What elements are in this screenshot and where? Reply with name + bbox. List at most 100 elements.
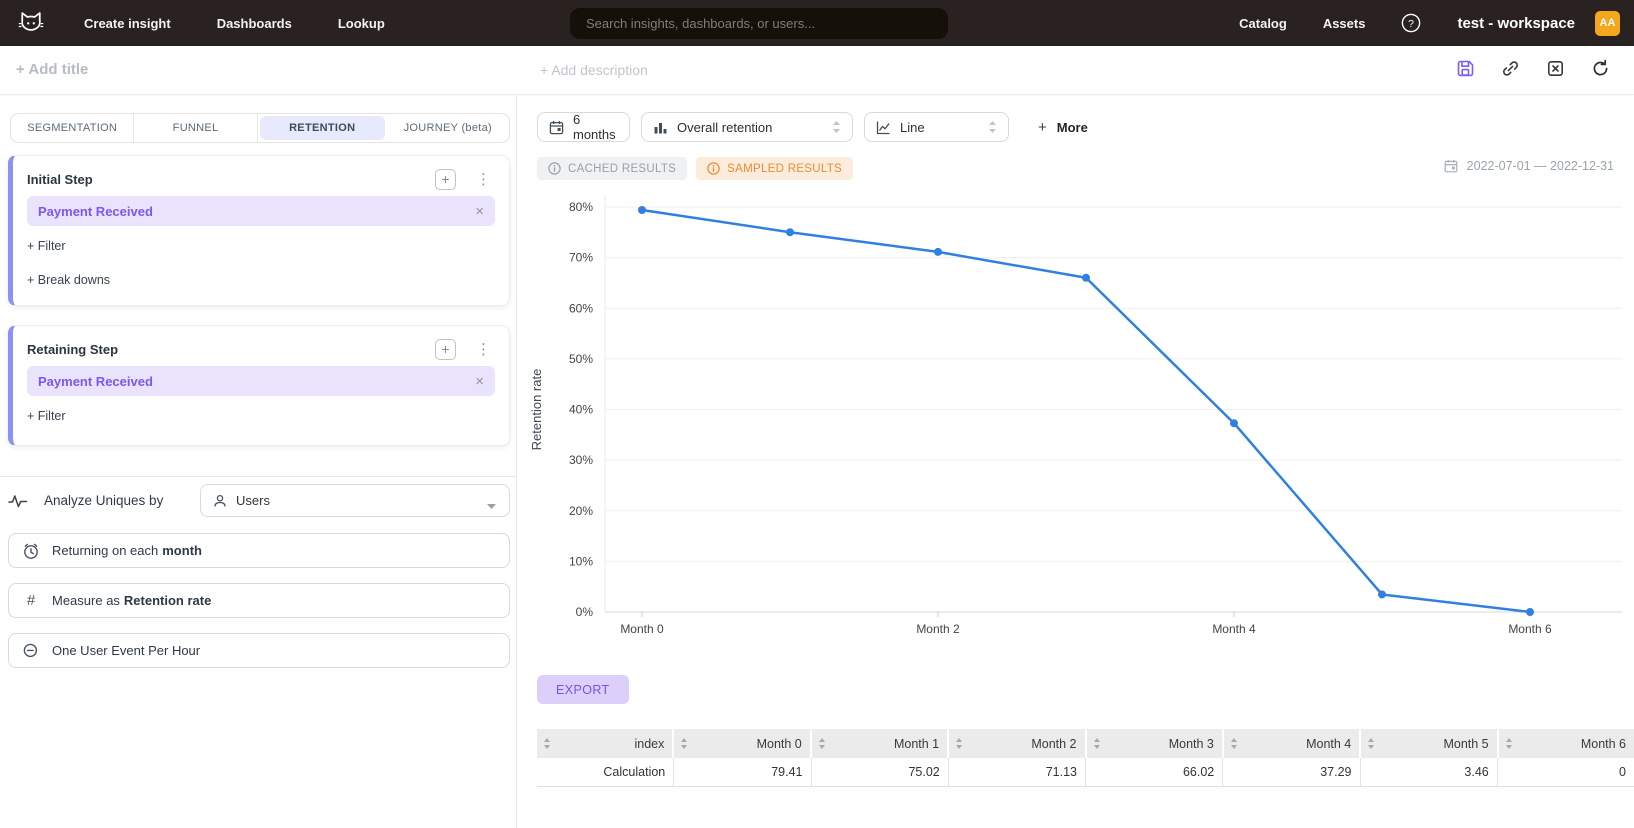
column-header-month-2[interactable]: Month 2 xyxy=(949,729,1087,758)
column-header-month-3[interactable]: Month 3 xyxy=(1086,729,1224,758)
more-options-button[interactable]: + More xyxy=(1038,118,1088,136)
query-builder-panel: SEGMENTATION FUNNEL RETENTION JOURNEY (b… xyxy=(0,96,517,828)
measure-as-button[interactable]: # Measure as Retention rate xyxy=(8,583,510,618)
tab-retention[interactable]: RETENTION xyxy=(259,116,385,140)
nav-assets[interactable]: Assets xyxy=(1322,15,1366,31)
nav-catalog[interactable]: Catalog xyxy=(1239,15,1287,31)
dedupe-label: One User Event Per Hour xyxy=(52,643,201,658)
date-range-value: 2022-07-01 — 2022-12-31 xyxy=(1466,159,1614,173)
primary-nav: Create insight Dashboards Lookup xyxy=(84,16,385,31)
panel-divider xyxy=(0,476,517,477)
chart-panel: 6 months Overall retention xyxy=(517,96,1634,828)
add-filter-button[interactable]: + Filter xyxy=(27,409,66,423)
table-header-row: index Month 0 Month 1 Month 2 Month 3 xyxy=(537,729,1634,758)
retaining-step-title: Retaining Step xyxy=(27,341,119,357)
add-event-icon[interactable]: + xyxy=(435,168,456,190)
column-header-index[interactable]: index xyxy=(537,729,675,758)
column-header-month-4[interactable]: Month 4 xyxy=(1223,729,1362,758)
copy-link-icon[interactable] xyxy=(1501,59,1520,78)
line-chart-icon xyxy=(876,120,891,135)
nav-create-insight[interactable]: Create insight xyxy=(84,15,171,31)
analyze-entity-value: Users xyxy=(236,493,270,508)
svg-text:30%: 30% xyxy=(569,453,593,467)
measure-label: Measure as Retention rate xyxy=(52,593,212,608)
retaining-step-card: Retaining Step + ⋮ Payment Received × + … xyxy=(8,325,510,446)
export-button[interactable]: EXPORT xyxy=(537,675,629,704)
calendar-icon xyxy=(549,120,564,135)
app-logo-cat-icon[interactable] xyxy=(16,8,46,38)
svg-text:0%: 0% xyxy=(576,605,594,619)
tab-funnel[interactable]: FUNNEL xyxy=(134,114,258,142)
tab-segmentation[interactable]: SEGMENTATION xyxy=(11,114,135,142)
returning-label: Returning on each month xyxy=(52,543,202,558)
save-icon[interactable] xyxy=(1456,59,1475,78)
svg-text:?: ? xyxy=(1409,18,1415,30)
nav-dashboards[interactable]: Dashboards xyxy=(216,15,292,31)
svg-text:Month 4: Month 4 xyxy=(1212,622,1256,636)
column-header-month-6[interactable]: Month 6 xyxy=(1498,729,1634,758)
main-area: SEGMENTATION FUNNEL RETENTION JOURNEY (b… xyxy=(0,96,1634,828)
add-filter-button[interactable]: + Filter xyxy=(27,239,66,253)
sort-icon xyxy=(1505,738,1513,749)
svg-text:10%: 10% xyxy=(569,554,593,568)
dedupe-button[interactable]: One User Event Per Hour xyxy=(8,633,510,668)
retention-line-chart[interactable]: 0% 10% 20% 30% 40% 50% 60% 70% 80% Month 0 Month 2… xyxy=(517,184,1634,644)
add-breakdown-button[interactable]: + Break downs xyxy=(27,273,111,287)
add-description-button[interactable]: + Add description xyxy=(540,62,648,78)
column-header-month-0[interactable]: Month 0 xyxy=(674,729,812,758)
calendar-icon xyxy=(1444,159,1458,173)
cell-month-1: 75.02 xyxy=(811,758,949,786)
chart-toolbar: 6 months Overall retention xyxy=(537,112,1088,142)
cell-month-4: 37.29 xyxy=(1223,758,1361,786)
time-window-button[interactable]: 6 months xyxy=(537,112,630,142)
insight-type-tabs: SEGMENTATION FUNNEL RETENTION JOURNEY (b… xyxy=(10,113,510,143)
search-input[interactable] xyxy=(570,8,948,39)
help-icon[interactable]: ? xyxy=(1401,13,1421,33)
workspace-name[interactable]: test - workspace xyxy=(1457,14,1575,32)
step-menu-icon[interactable]: ⋮ xyxy=(476,340,491,358)
clock-icon xyxy=(22,542,40,560)
svg-text:Retention rate: Retention rate xyxy=(529,369,544,451)
retaining-step-event[interactable]: Payment Received × xyxy=(27,366,495,396)
svg-text:70%: 70% xyxy=(569,251,593,265)
sampled-results-badge[interactable]: SAMPLED RESULTS xyxy=(696,157,854,180)
column-header-month-1[interactable]: Month 1 xyxy=(811,729,950,758)
retention-type-select[interactable]: Overall retention xyxy=(641,112,853,142)
info-icon xyxy=(548,162,561,175)
analyze-label: Analyze Uniques by xyxy=(44,493,164,508)
bar-chart-icon xyxy=(653,120,668,135)
event-name: Payment Received xyxy=(38,203,153,219)
initial-step-event[interactable]: Payment Received × xyxy=(27,196,495,226)
remove-event-icon[interactable]: × xyxy=(475,202,484,220)
tab-journey[interactable]: JOURNEY (beta) xyxy=(403,122,492,134)
select-caret-icon xyxy=(988,120,997,134)
add-title-button[interactable]: + Add title xyxy=(16,61,89,78)
chart-type-select[interactable]: Line xyxy=(864,112,1009,142)
navbar-right: Catalog Assets ? test - workspace AA xyxy=(1239,10,1620,36)
person-icon xyxy=(213,494,227,508)
cached-results-badge[interactable]: CACHED RESULTS xyxy=(537,157,688,180)
time-window-value: 6 months xyxy=(573,112,616,142)
retention-type-value: Overall retention xyxy=(677,119,773,135)
sort-icon xyxy=(1093,738,1101,749)
svg-text:Month 2: Month 2 xyxy=(916,622,960,636)
step-menu-icon[interactable]: ⋮ xyxy=(476,170,491,188)
nav-lookup[interactable]: Lookup xyxy=(337,15,385,31)
column-header-month-5[interactable]: Month 5 xyxy=(1361,729,1499,758)
user-avatar[interactable]: AA xyxy=(1595,10,1620,36)
cell-month-3: 66.02 xyxy=(1086,758,1224,786)
circle-minus-icon xyxy=(22,642,40,660)
remove-event-icon[interactable]: × xyxy=(475,372,484,390)
refresh-icon[interactable] xyxy=(1591,59,1610,78)
initial-step-card: Initial Step + ⋮ Payment Received × + Fi… xyxy=(8,155,510,306)
initial-step-title: Initial Step xyxy=(27,171,93,187)
table-row: Calculation 79.41 75.02 71.13 66.02 37.2… xyxy=(537,758,1634,787)
returning-period-button[interactable]: Returning on each month xyxy=(8,533,510,568)
select-caret-icon xyxy=(832,120,841,134)
clear-insight-icon[interactable] xyxy=(1546,59,1565,78)
svg-text:Month 0: Month 0 xyxy=(620,622,664,636)
add-event-icon[interactable]: + xyxy=(435,338,456,360)
analyze-entity-select[interactable]: Users xyxy=(200,484,510,517)
svg-text:Month 6: Month 6 xyxy=(1508,622,1552,636)
cell-index: Calculation xyxy=(537,758,675,786)
